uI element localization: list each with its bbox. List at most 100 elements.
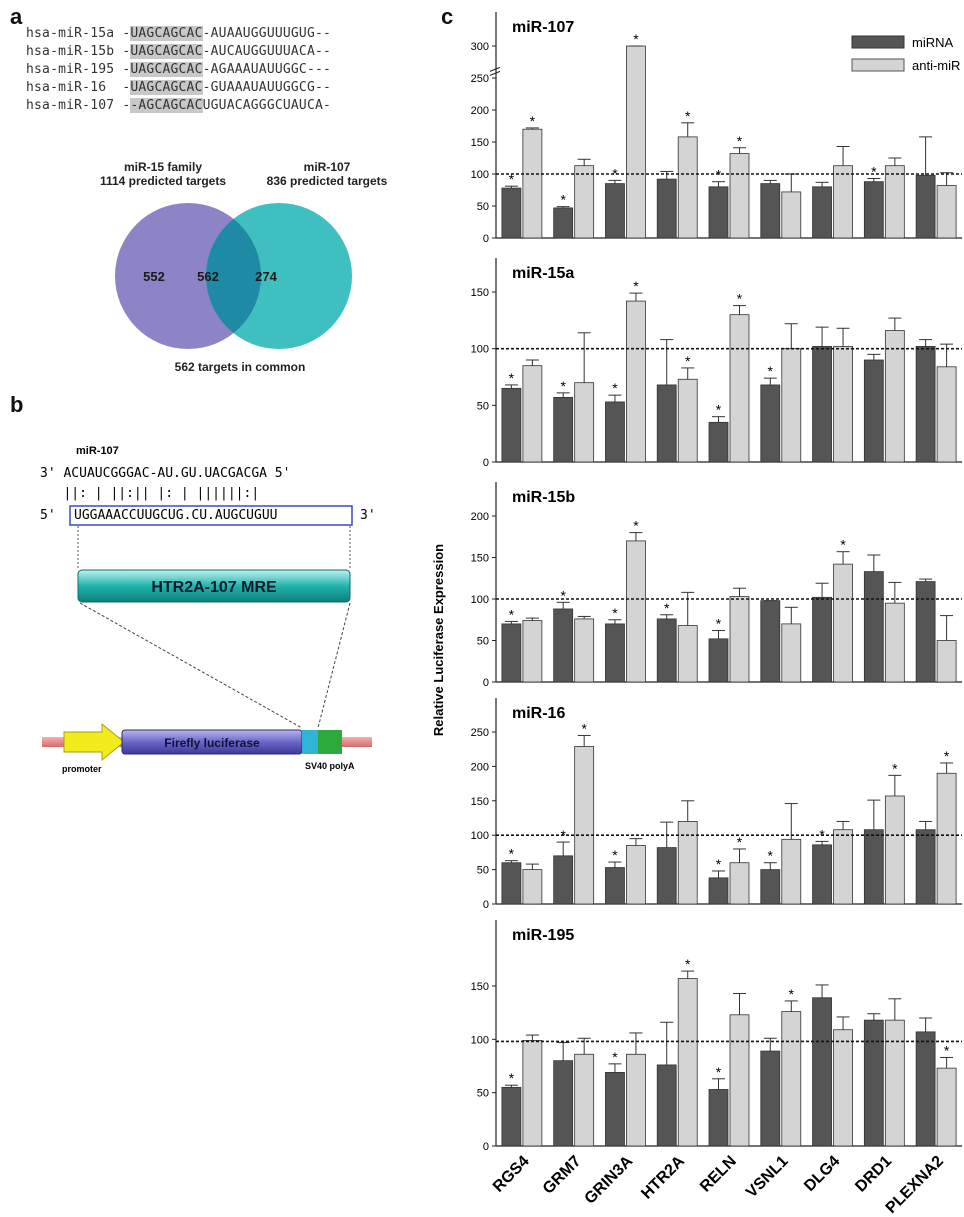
- significance-asterisk: *: [509, 171, 515, 187]
- bar-antimir: [677, 625, 698, 683]
- panel-b-letter: b: [10, 392, 24, 417]
- bar-antimir: [833, 563, 853, 683]
- bar-mirna: [812, 997, 832, 1147]
- bar-mirna: [915, 345, 936, 463]
- y-tick-label: 0: [483, 233, 489, 245]
- significance-asterisk: *: [685, 956, 691, 972]
- bar-mirna: [501, 187, 522, 239]
- significance-asterisk: *: [509, 846, 515, 862]
- y-tick-label: 0: [483, 457, 489, 469]
- significance-asterisk: *: [612, 605, 618, 621]
- mirna-sequence: -UAGCAGCAC-AGAAAUAUUGGC---: [122, 62, 332, 77]
- significance-asterisk: *: [716, 856, 722, 872]
- significance-asterisk: *: [737, 133, 743, 149]
- bar-mirna: [501, 862, 522, 905]
- mirna-strand: 3' ACUAUCGGGAC-AU.GU.UACGACGA 5': [40, 466, 290, 481]
- bar-antimir: [626, 845, 646, 905]
- mre-label: HTR2A-107 MRE: [151, 579, 277, 596]
- legend-swatch-antimir: [851, 58, 905, 72]
- venn-overlap: [206, 203, 261, 349]
- bar-mirna: [656, 1064, 677, 1147]
- y-tick-label: 150: [471, 981, 489, 993]
- bar-mirna: [553, 855, 574, 905]
- legend-label-antimir: anti-miR: [912, 58, 960, 73]
- y-tick-label: 100: [471, 344, 489, 356]
- significance-asterisk: *: [633, 31, 639, 47]
- venn-left-title: miR-15 family: [123, 160, 203, 174]
- y-tick-label: 100: [471, 169, 489, 181]
- chart-panel-mir-15a: miR-15a 0 50 100 150 * * * * * * * *: [471, 258, 962, 469]
- significance-asterisk: *: [716, 402, 722, 418]
- y-tick-label: 150: [471, 553, 489, 565]
- target-box: [69, 505, 353, 526]
- axis-break-mark: [489, 66, 501, 72]
- chart-title: miR-195: [512, 927, 574, 944]
- promoter-label: promoter: [62, 764, 102, 774]
- significance-asterisk: *: [685, 353, 691, 369]
- bar-mirna: [605, 623, 625, 683]
- y-tick-label: 100: [471, 830, 489, 842]
- target-strand-5prime: 5': [40, 508, 56, 523]
- y-tick-label: 0: [483, 1141, 489, 1153]
- bar-antimir: [884, 165, 905, 239]
- y-tick-label: 150: [471, 796, 489, 808]
- significance-asterisk: *: [664, 600, 670, 616]
- bar-mirna: [501, 623, 522, 683]
- y-tick-label: 250: [471, 727, 489, 739]
- significance-asterisk: *: [716, 616, 722, 632]
- y-tick-label: 50: [477, 1088, 489, 1100]
- bar-mirna: [915, 1031, 936, 1147]
- significance-asterisk: *: [685, 108, 691, 124]
- bar-mirna: [708, 186, 729, 239]
- bar-mirna: [656, 384, 677, 463]
- bar-mirna: [605, 867, 625, 905]
- category-label: DLG4: [801, 1153, 843, 1195]
- panel-c-letter: c: [441, 4, 454, 29]
- significance-asterisk: *: [840, 537, 846, 553]
- bar-antimir: [884, 602, 905, 683]
- category-label: HTR2A: [638, 1152, 688, 1202]
- venn-right-count: 274: [255, 269, 277, 284]
- venn-left-heading: miR-15 family 1114 predicted targets: [88, 160, 238, 188]
- bar-antimir: [729, 153, 750, 239]
- target-strand: UGGAAACCUUGCUG.CU.AUGCUGUU: [74, 508, 278, 523]
- category-label: RGS4: [490, 1153, 533, 1196]
- venn-right-heading: miR-107 836 predicted targets: [252, 160, 402, 188]
- chart-title: miR-16: [512, 705, 565, 722]
- mirna-sequence: -UAGCAGCAC-AUCAUGGUUUACA--: [122, 44, 332, 59]
- bar-antimir: [574, 746, 595, 905]
- venn-right-subtitle: 836 predicted targets: [266, 174, 388, 188]
- bar-mirna: [760, 869, 781, 905]
- bar-antimir: [729, 1014, 750, 1147]
- bar-antimir: [884, 795, 905, 905]
- bar-antimir: [677, 821, 698, 905]
- bar-mirna: [812, 345, 832, 463]
- bar-mirna: [812, 596, 832, 683]
- bar-antimir: [781, 623, 802, 683]
- significance-asterisk: *: [944, 748, 950, 764]
- y-tick-label: 50: [477, 636, 489, 648]
- bar-antimir: [677, 378, 698, 463]
- bar-mirna: [656, 178, 677, 239]
- venn-overlap-count: 562: [197, 269, 219, 284]
- significance-asterisk: *: [944, 1042, 950, 1058]
- significance-asterisk: *: [612, 165, 618, 181]
- significance-asterisk: *: [789, 986, 795, 1002]
- bar-antimir: [626, 540, 646, 683]
- category-label: RELN: [697, 1153, 740, 1196]
- axis-break-mark: [489, 70, 501, 76]
- bar-antimir: [936, 366, 957, 463]
- target-strand-3prime: 3': [360, 508, 376, 523]
- venn-caption: 562 targets in common: [174, 360, 306, 374]
- bar-mirna: [553, 608, 574, 683]
- bar-antimir: [781, 191, 802, 239]
- significance-asterisk: *: [768, 848, 774, 864]
- bar-mirna: [605, 183, 625, 239]
- bar-antimir: [626, 45, 646, 239]
- significance-asterisk: *: [509, 606, 515, 622]
- bar-mirna: [708, 877, 729, 905]
- bar-antimir: [522, 869, 543, 905]
- insert-guide-right: [317, 602, 351, 729]
